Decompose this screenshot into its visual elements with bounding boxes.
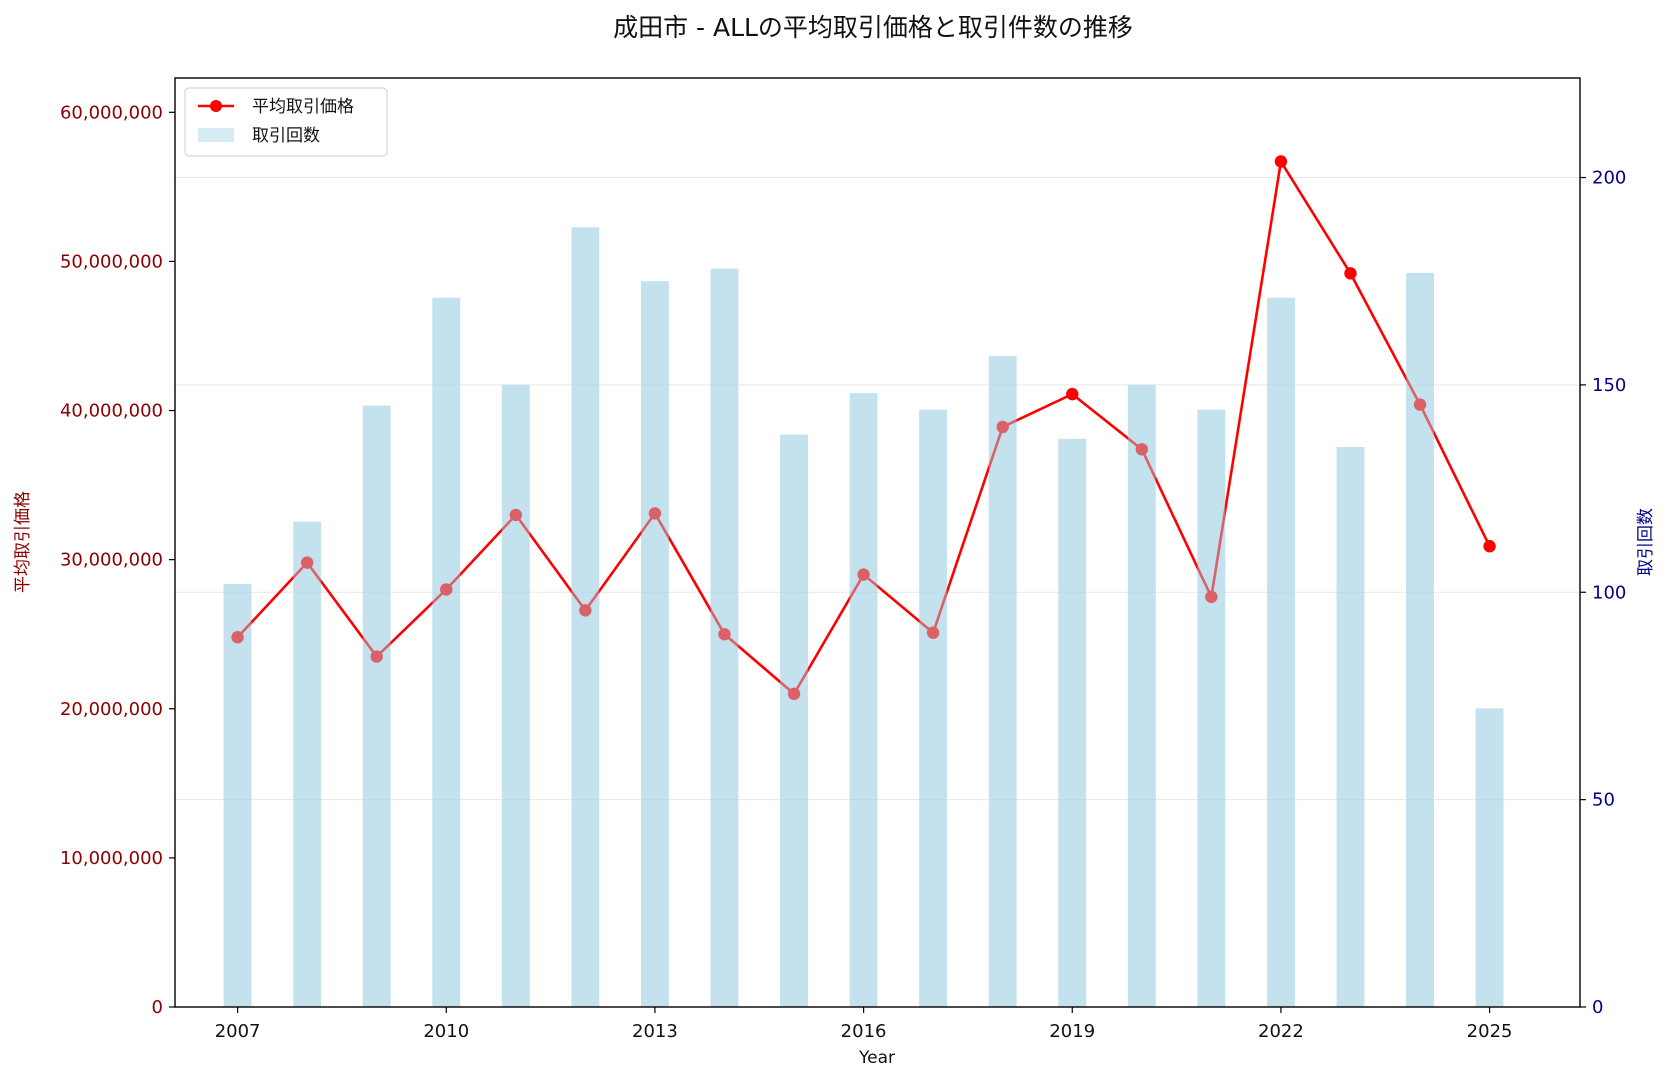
- bar-2025: [1475, 708, 1504, 1007]
- bar-2013: [641, 281, 669, 1007]
- bars-layer: [223, 227, 1504, 1008]
- legend-bar-swatch: [198, 128, 234, 142]
- price-point-2015: [787, 687, 801, 701]
- price-point-2014: [718, 628, 731, 641]
- legend-label-count: 取引回数: [252, 126, 320, 146]
- bar-overlay-2016: [849, 393, 878, 1008]
- x-tick-label: 2016: [841, 1021, 887, 1042]
- bar-2008: [293, 521, 322, 1007]
- bar-overlay-2021: [1197, 409, 1226, 1007]
- bar-overlay-2007: [223, 583, 252, 1007]
- bar-2012: [571, 227, 600, 1007]
- bar-2018: [988, 355, 1017, 1007]
- bar-overlay-2018: [988, 355, 1017, 1007]
- y-left-tick-label: 50,000,000: [60, 251, 163, 272]
- bar-overlay-2024: [1406, 272, 1434, 1008]
- x-tick-label: 2007: [215, 1021, 261, 1042]
- price-point-2011: [509, 508, 523, 522]
- y-axis-left: 0 10,000,000 20,000,000 30,000,000 40,000,00…: [60, 102, 175, 1018]
- x-axis: 2007 2010 2013 2016 2019 2022 2025: [215, 1007, 1513, 1042]
- bar-overlay-2008: [293, 521, 322, 1007]
- bar-2022: [1267, 297, 1295, 1007]
- bar-2007: [223, 583, 252, 1007]
- price-point-2017: [926, 626, 940, 639]
- bar-2020: [1127, 384, 1156, 1007]
- y-axis-left-label: 平均取引価格: [13, 491, 33, 593]
- price-point-2012: [579, 604, 592, 617]
- bar-overlay-2009: [362, 405, 391, 1007]
- price-point-2025: [1483, 540, 1496, 553]
- bar-overlay-2011: [501, 384, 530, 1007]
- plot-frame: [174, 77, 1581, 1008]
- bar-2010: [432, 297, 461, 1007]
- y-right-tick-label: 50: [1592, 790, 1615, 811]
- bar-2017: [919, 409, 948, 1007]
- bar-overlay-2020: [1127, 384, 1156, 1007]
- price-point-2013: [648, 507, 662, 520]
- price-point-2023: [1344, 267, 1357, 280]
- x-axis-label: Year: [858, 1048, 895, 1068]
- y-left-tick-label: 40,000,000: [60, 401, 163, 422]
- bar-2019: [1058, 438, 1087, 1007]
- x-tick-label: 2013: [632, 1021, 678, 1042]
- price-point-2009: [370, 650, 383, 663]
- y-left-tick-label: 60,000,000: [60, 102, 163, 123]
- bar-overlay-2010: [432, 297, 461, 1007]
- y-left-tick-label: 20,000,000: [60, 699, 163, 720]
- price-point-2022: [1274, 155, 1288, 168]
- y-right-tick-label: 100: [1592, 582, 1626, 603]
- price-point-2010: [440, 583, 453, 596]
- y-axis-right-label: 取引回数: [1636, 508, 1656, 576]
- chart-title: 成田市 - ALLの平均取引価格と取引件数の推移: [613, 13, 1133, 42]
- price-point-2020: [1135, 443, 1149, 456]
- bar-2023: [1336, 447, 1365, 1008]
- x-tick-label: 2010: [423, 1021, 469, 1042]
- bar-2016: [849, 393, 878, 1008]
- bar-overlay-2012: [571, 227, 600, 1007]
- price-point-2021: [1205, 590, 1218, 604]
- bar-overlay-2015: [780, 434, 808, 1007]
- bar-2011: [501, 384, 530, 1007]
- price-point-2007: [231, 630, 244, 644]
- bar-overlay-2013: [641, 281, 669, 1007]
- bar-2009: [362, 405, 391, 1007]
- price-point-2008: [300, 556, 314, 569]
- price-point-2024: [1413, 398, 1427, 411]
- y-axis-right: 0 50 100 150 200: [1580, 168, 1626, 1018]
- bar-overlay-2017: [919, 409, 948, 1007]
- y-right-tick-label: 0: [1592, 997, 1603, 1018]
- legend-box: [184, 87, 388, 157]
- bar-overlay-2022: [1267, 297, 1295, 1007]
- line-layer: [223, 155, 1504, 1008]
- x-tick-label: 2025: [1467, 1021, 1513, 1042]
- bar-2015: [780, 434, 808, 1007]
- y-left-tick-label: 10,000,000: [60, 848, 163, 869]
- x-tick-label: 2019: [1049, 1021, 1095, 1042]
- bar-2024: [1406, 272, 1434, 1008]
- legend: 平均取引価格 取引回数: [184, 87, 388, 157]
- y-right-tick-label: 150: [1592, 375, 1626, 396]
- legend-marker-swatch: [210, 100, 222, 112]
- price-point-2019: [1066, 387, 1079, 401]
- x-tick-label: 2022: [1258, 1021, 1304, 1042]
- bar-overlay-2023: [1336, 447, 1365, 1008]
- y-left-tick-label: 30,000,000: [60, 550, 163, 571]
- bar-overlay-2025: [1475, 708, 1504, 1007]
- y-right-tick-label: 200: [1592, 168, 1626, 189]
- bar-overlay-2019: [1058, 438, 1087, 1007]
- price-point-2016: [857, 568, 870, 581]
- price-point-2018: [996, 420, 1009, 434]
- bar-overlay-2014: [710, 268, 739, 1007]
- legend-label-price: 平均取引価格: [252, 97, 354, 117]
- y-left-tick-label: 0: [152, 997, 163, 1018]
- bar-2021: [1197, 409, 1226, 1007]
